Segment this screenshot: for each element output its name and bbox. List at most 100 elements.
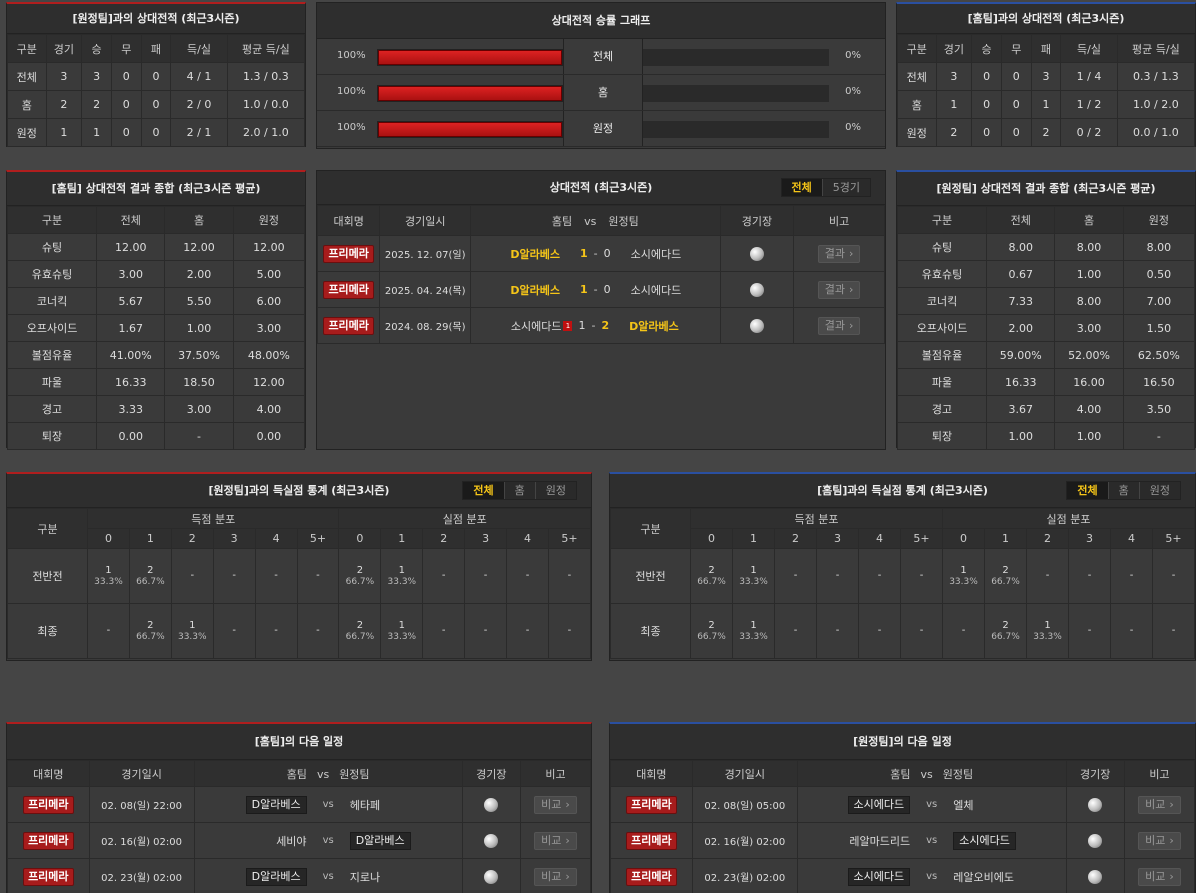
table-cell: 1.00	[1054, 422, 1124, 450]
next-home-panel: [홈팀]의 다음 일정 대회명 경기일시 홈팀 vs 원정팀 경기장 비고 프리메라 02. 0…	[6, 722, 592, 893]
count: 1	[750, 619, 757, 631]
stadium-icon[interactable]	[484, 833, 499, 848]
date-cell: 02. 08(일) 05:00	[691, 786, 798, 823]
result-button[interactable]: 결과 ›	[817, 280, 861, 299]
compare-button[interactable]: 비교 ›	[534, 831, 577, 850]
stadium-icon[interactable]	[749, 318, 764, 333]
column-header: 홈팀 vs 원정팀	[470, 205, 721, 236]
note-cell: 비교 ›	[520, 786, 591, 823]
bin-header: 2	[774, 528, 817, 549]
stadium-icon[interactable]	[749, 246, 764, 261]
tab-home[interactable]: 홈	[1107, 482, 1139, 499]
compare-button[interactable]: 비교 ›	[1138, 867, 1181, 886]
bin-header: 5+	[296, 528, 340, 549]
table-cell: 2	[1030, 118, 1062, 147]
chevron-right-icon: ›	[565, 833, 570, 847]
count: -	[877, 625, 882, 636]
percent: 33.3%	[739, 576, 768, 587]
count: 2	[708, 564, 715, 576]
home-header: 홈팀	[551, 214, 573, 228]
stadium-icon[interactable]	[1088, 869, 1103, 884]
compare-button-label: 비교	[1145, 869, 1166, 883]
row-label: 전체	[7, 62, 47, 91]
column-header: 패	[140, 34, 172, 63]
stadium-icon[interactable]	[749, 282, 764, 297]
right-bar-track	[643, 49, 829, 66]
table-cell: 12.00	[164, 233, 234, 261]
table-row: 볼점유율 59.00% 52.00% 62.50%	[896, 341, 1196, 369]
column-header: 구분	[7, 508, 88, 549]
table-row: 원정 2 0 0 2 0 / 2 0.0 / 1.0	[897, 118, 1196, 147]
tab-all[interactable]: 전체	[781, 179, 822, 196]
bin-header: 0	[338, 528, 382, 549]
league-badge: 프리메라	[626, 831, 677, 850]
table-cell: 52.00%	[1054, 341, 1124, 369]
table-cell: 0	[1000, 62, 1032, 91]
dist-cell: -	[1068, 603, 1111, 659]
column-header: 무	[110, 34, 142, 63]
table-cell: 3.00	[232, 314, 306, 342]
result-button[interactable]: 결과 ›	[817, 244, 861, 263]
result-button[interactable]: 결과 ›	[817, 316, 861, 335]
dist-cell: -	[212, 603, 256, 659]
count: 2	[356, 564, 364, 576]
row-label: 전반전	[610, 548, 691, 604]
table-cell: 1.0 / 2.0	[1116, 90, 1196, 119]
dist-cell: -	[254, 603, 298, 659]
conceded-header: 실점 분포	[942, 508, 1195, 529]
bin-header: 2	[422, 528, 466, 549]
note-cell: 비교 ›	[1123, 822, 1196, 859]
home-team: 소시에다드	[510, 319, 562, 333]
venue-cell	[1065, 822, 1125, 859]
count: -	[274, 570, 278, 581]
tab-home[interactable]: 홈	[503, 482, 535, 499]
tab-away[interactable]: 원정	[534, 482, 576, 499]
league-cell: 프리메라	[7, 858, 90, 893]
column-header: 경기일시	[88, 760, 195, 787]
table-cell: -	[1122, 422, 1196, 450]
count: -	[1087, 625, 1092, 636]
table-row: 파울 16.33 18.50 12.00	[6, 368, 306, 396]
compare-button-label: 비교	[541, 833, 562, 847]
stadium-icon[interactable]	[1088, 797, 1103, 812]
compare-button[interactable]: 비교 ›	[1138, 795, 1181, 814]
bin-header: 5+	[1152, 528, 1195, 549]
row-label: 슈팅	[896, 233, 988, 261]
bin-header: 4	[254, 528, 298, 549]
percent: 33.3%	[739, 631, 768, 642]
column-header: 경기	[935, 34, 973, 63]
table-cell: 5.00	[232, 260, 306, 288]
tab-all[interactable]: 전체	[463, 482, 504, 499]
table-cell: 7.00	[1122, 287, 1196, 315]
column-header: 대회명	[316, 205, 381, 236]
compare-button-label: 비교	[1145, 797, 1166, 811]
dist-cell: -	[1152, 603, 1195, 659]
compare-button[interactable]: 비교 ›	[534, 867, 577, 886]
stadium-icon[interactable]	[484, 797, 499, 812]
table-row: 경고 3.33 3.00 4.00	[6, 395, 306, 423]
dist-cell: -	[296, 603, 340, 659]
note-cell: 비교 ›	[520, 858, 591, 893]
away-score: 0	[603, 247, 611, 260]
column-header: 비고	[1123, 760, 1196, 787]
league-cell: 프리메라	[610, 858, 693, 893]
count: -	[525, 625, 530, 636]
panel-title: 상대전적 (최근3시즌) 전체 5경기	[317, 171, 885, 205]
table-cell: 2	[81, 90, 112, 119]
row-label: 오프사이드	[896, 314, 988, 342]
stadium-icon[interactable]	[484, 869, 499, 884]
bin-header: 1	[984, 528, 1027, 549]
tab-all[interactable]: 전체	[1067, 482, 1108, 499]
stadium-icon[interactable]	[1088, 833, 1103, 848]
count: -	[567, 570, 572, 581]
goals-away-table: 구분 득점 분포 실점 분포 0 1 2 3 4 5+ 0 1 2 3 4 5+ 전반전 1 33.3% 2 66.7…	[7, 508, 592, 659]
tab-away[interactable]: 원정	[1138, 482, 1180, 499]
table-cell: 6.00	[232, 287, 306, 315]
table-cell: 1.00	[1054, 260, 1124, 288]
compare-button[interactable]: 비교 ›	[534, 795, 577, 814]
column-header: 평균 득/실	[226, 34, 306, 63]
compare-button[interactable]: 비교 ›	[1138, 831, 1181, 850]
tab-5-games[interactable]: 5경기	[821, 179, 870, 196]
dist-cell: -	[464, 548, 508, 604]
